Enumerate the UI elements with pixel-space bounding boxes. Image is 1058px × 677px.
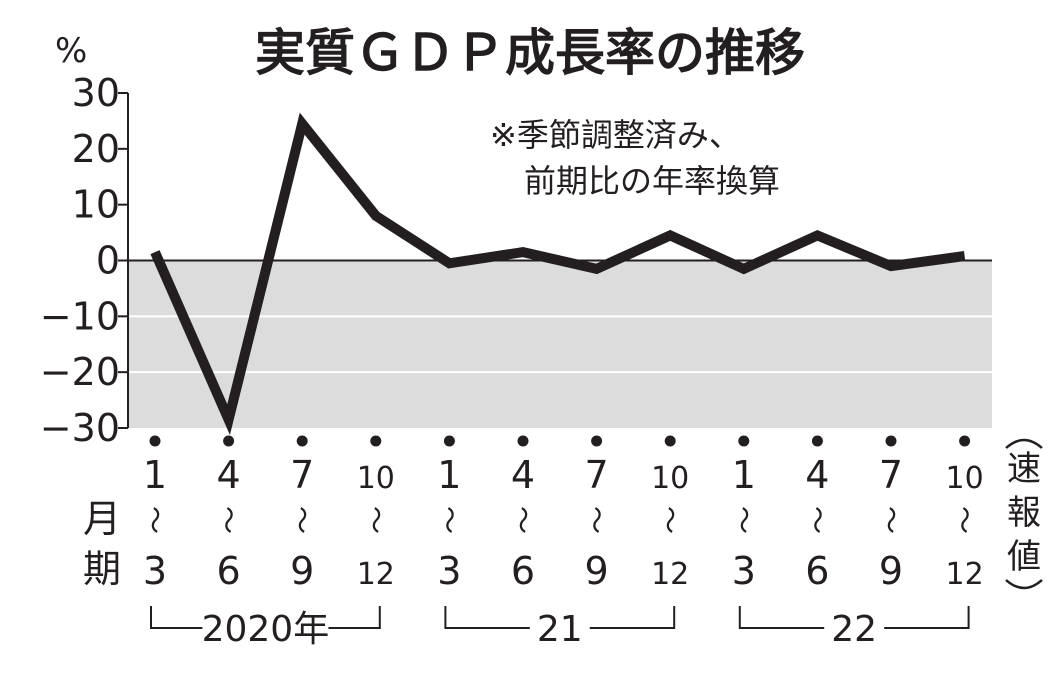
quarter-range-separator: ～ xyxy=(874,506,907,534)
quarter-dot xyxy=(811,435,823,447)
quarter-range-separator: ～ xyxy=(580,506,613,534)
quarter-start-label: 1 xyxy=(732,453,756,497)
quarter-end-label: 3 xyxy=(732,549,756,593)
quarter-start-label: 4 xyxy=(511,453,535,497)
year-label-bg xyxy=(824,608,885,648)
quarter-end-label: 3 xyxy=(143,549,167,593)
quarter-start-label: 7 xyxy=(290,453,314,497)
gdp-series-line xyxy=(150,112,966,436)
quarter-range-separator: ～ xyxy=(727,506,760,534)
quarter-start-label: 10 xyxy=(357,461,395,496)
year-label: 2020年 xyxy=(202,609,330,650)
year-label: 22 xyxy=(831,609,877,650)
month-label-1: 月 xyxy=(83,497,121,541)
quarter-range-separator: ～ xyxy=(948,506,981,534)
quarter-end-label: 9 xyxy=(585,549,609,593)
quarter-range-separator: ～ xyxy=(506,506,539,534)
quarter-start-label: 7 xyxy=(879,453,903,497)
year-label: 21 xyxy=(537,609,583,650)
quarter-range-separator: ～ xyxy=(212,506,245,534)
y-unit-label: % xyxy=(55,31,87,71)
quarter-range-separator: ～ xyxy=(653,506,686,534)
quarter-end-label: 12 xyxy=(357,557,395,592)
quarter-end-label: 12 xyxy=(946,557,984,592)
quarter-dot xyxy=(370,435,382,447)
y-tick-label: 10 xyxy=(72,183,120,227)
quarter-end-label: 6 xyxy=(217,549,241,593)
note-char: 報 xyxy=(1007,493,1041,533)
quarter-end-label: 9 xyxy=(290,549,314,593)
year-label-bg xyxy=(529,608,590,648)
quarter-dot xyxy=(149,435,161,447)
quarter-end-label: 6 xyxy=(805,549,829,593)
chart-title: 実質ＧＤＰ成長率の推移 xyxy=(255,24,805,82)
y-tick-label: 20 xyxy=(72,127,120,171)
x-axis-labels: 1 ～ 3 4 ～ 6 7 ～ 9 10 ～ 12 1 ～ 3 4 ～ 6 7 ～ 9 10 ～ 12 1 ～ 3 4 ～ 6 7 ～ 9 10 ～… xyxy=(138,435,984,593)
y-tick-label: −20 xyxy=(40,350,120,394)
quarter-start-label: 4 xyxy=(217,453,241,497)
note-line-1: ※季節調整済み、 xyxy=(490,116,741,154)
y-tick-label: −10 xyxy=(40,294,120,338)
negative-region xyxy=(128,260,992,428)
y-tick-label: −30 xyxy=(40,406,120,450)
quarter-start-label: 10 xyxy=(946,461,984,496)
quarter-dot xyxy=(591,435,603,447)
quarter-start-label: 1 xyxy=(437,453,461,497)
quarter-dot xyxy=(664,435,676,447)
quarter-dot xyxy=(443,435,455,447)
quarter-range-separator: ～ xyxy=(359,506,392,534)
quarter-dot xyxy=(296,435,308,447)
quarter-range-separator: ～ xyxy=(285,506,318,534)
y-tick-label: 0 xyxy=(96,239,120,283)
quarter-range-separator: ～ xyxy=(800,506,833,534)
quarter-dot xyxy=(885,435,897,447)
year-groups: 2020年 21 22 xyxy=(150,606,970,650)
quarter-dot xyxy=(959,435,971,447)
quarter-start-label: 4 xyxy=(805,453,829,497)
quarter-dot xyxy=(223,435,235,447)
quarter-end-label: 6 xyxy=(511,549,535,593)
quarter-end-label: 3 xyxy=(437,549,461,593)
quarter-dot xyxy=(738,435,750,447)
note-char: 速 xyxy=(1007,449,1041,489)
quarter-range-separator: ～ xyxy=(138,506,171,534)
y-axis-ticks: 30 20 10 0 −10 −20 −30 xyxy=(40,71,128,450)
quarter-range-separator: ～ xyxy=(432,506,465,534)
quarter-start-label: 10 xyxy=(651,461,689,496)
note-char: 値 xyxy=(1007,537,1041,577)
quarter-end-label: 12 xyxy=(651,557,689,592)
quarter-dot xyxy=(517,435,529,447)
quarter-start-label: 7 xyxy=(585,453,609,497)
grid-lines xyxy=(128,315,992,374)
year-label-bg xyxy=(202,608,329,648)
note-paren-open xyxy=(1005,438,1043,449)
note-line-2: 前期比の年率換算 xyxy=(524,162,780,200)
note-paren-close xyxy=(1005,579,1043,590)
y-tick-label: 30 xyxy=(72,71,120,115)
quarter-start-label: 1 xyxy=(143,453,167,497)
quarter-end-label: 9 xyxy=(879,549,903,593)
month-label-2: 期 xyxy=(83,547,121,591)
preliminary-value-note: 速報値 xyxy=(1005,438,1043,590)
